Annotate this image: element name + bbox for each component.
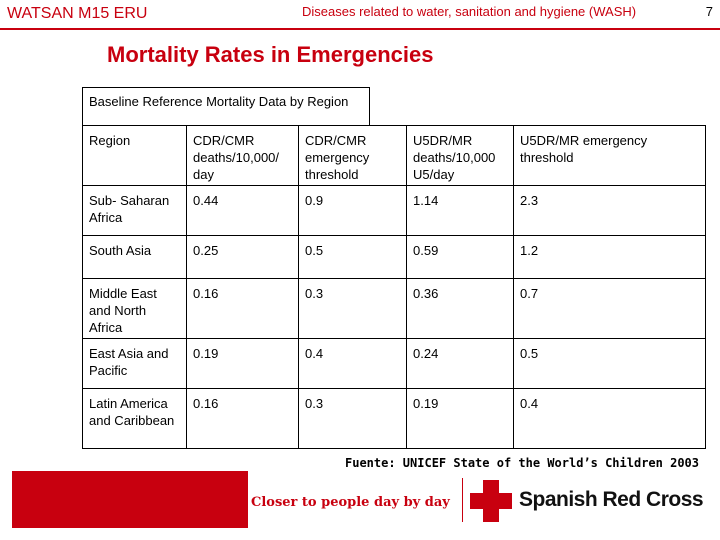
page-number: 7 — [705, 4, 713, 19]
value-cell: 0.19 — [406, 388, 514, 449]
region-cell: Latin America and Caribbean — [82, 388, 187, 449]
value-cell: 0.4 — [298, 338, 407, 389]
value-cell: 0.16 — [186, 278, 299, 339]
header-cell: CDR/CMR emergency threshold — [298, 125, 407, 186]
table-caption: Baseline Reference Mortality Data by Reg… — [89, 94, 349, 109]
region-cell: Middle East and North Africa — [82, 278, 187, 339]
value-cell: 1.14 — [406, 185, 514, 236]
value-cell: 0.19 — [186, 338, 299, 389]
value-cell: 0.3 — [298, 388, 407, 449]
value-cell: 0.24 — [406, 338, 514, 389]
value-cell: 0.4 — [513, 388, 706, 449]
value-cell: 2.3 — [513, 185, 706, 236]
page-title: Mortality Rates in Emergencies — [107, 42, 434, 67]
source-note: Fuente: UNICEF State of the World’s Chil… — [345, 456, 700, 470]
region-cell: Sub- Saharan Africa — [82, 185, 187, 236]
value-cell: 0.7 — [513, 278, 706, 339]
value-cell: 0.9 — [298, 185, 407, 236]
header-topic: Diseases related to water, sanitation an… — [302, 4, 637, 19]
value-cell: 0.5 — [298, 235, 407, 279]
value-cell: 0.36 — [406, 278, 514, 339]
header-cell: Region — [82, 125, 187, 186]
value-cell: 1.2 — [513, 235, 706, 279]
region-cell: South Asia — [82, 235, 187, 279]
header-divider — [0, 28, 720, 30]
mortality-table: Region CDR/CMR deaths/10,000/ day CDR/CM… — [82, 125, 706, 449]
value-cell: 0.5 — [513, 338, 706, 389]
value-cell: 0.59 — [406, 235, 514, 279]
footer-slogan: Closer to people day by day — [251, 495, 450, 510]
region-cell: East Asia and Pacific — [82, 338, 187, 389]
brand-name: Spanish Red Cross — [519, 488, 704, 511]
table-header-row: Region CDR/CMR deaths/10,000/ day CDR/CM… — [82, 125, 706, 186]
table-row: East Asia and Pacific 0.19 0.4 0.24 0.5 — [82, 338, 706, 389]
table-caption-box: Baseline Reference Mortality Data by Reg… — [82, 87, 370, 125]
table-row: South Asia 0.25 0.5 0.59 1.2 — [82, 235, 706, 279]
value-cell: 0.16 — [186, 388, 299, 449]
footer-divider — [462, 478, 463, 522]
table-row: Sub- Saharan Africa 0.44 0.9 1.14 2.3 — [82, 185, 706, 236]
header-cell: U5DR/MR deaths/10,000 U5/day — [406, 125, 514, 186]
value-cell: 0.25 — [186, 235, 299, 279]
table-row: Middle East and North Africa 0.16 0.3 0.… — [82, 278, 706, 339]
red-cross-icon — [470, 480, 512, 522]
value-cell: 0.3 — [298, 278, 407, 339]
table-row: Latin America and Caribbean 0.16 0.3 0.1… — [82, 388, 706, 449]
header-course-title: WATSAN M15 ERU — [7, 5, 148, 22]
header-cell: CDR/CMR deaths/10,000/ day — [186, 125, 299, 186]
value-cell: 0.44 — [186, 185, 299, 236]
header-cell: U5DR/MR emergency threshold — [513, 125, 706, 186]
